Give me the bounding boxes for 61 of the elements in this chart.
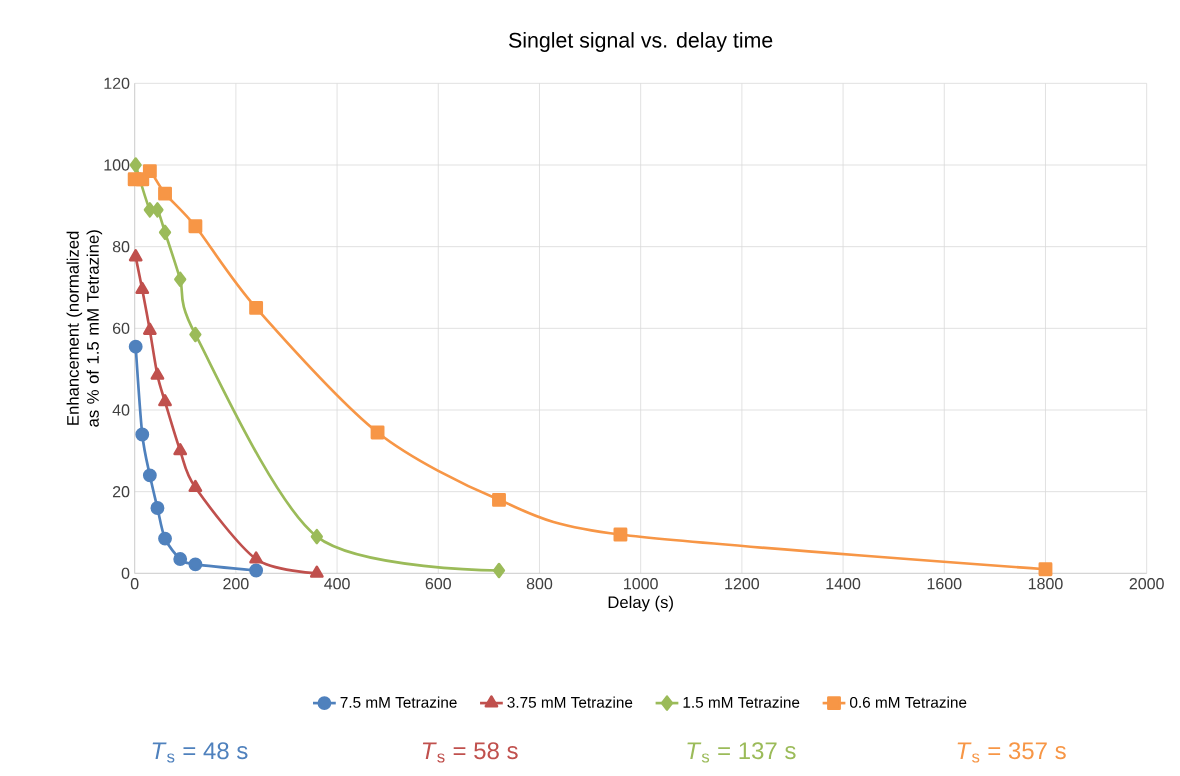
x-tick-label: 1800 <box>1028 578 1063 590</box>
text: T$_{s}$ = 357 s <box>957 742 1066 763</box>
x-tick-label: 1000 <box>624 578 658 590</box>
point <box>188 557 203 572</box>
point <box>158 394 172 407</box>
x-tick-label: 600 <box>425 578 451 590</box>
x-tick-label: 1600 <box>927 578 962 590</box>
point <box>309 565 324 578</box>
point <box>173 552 188 566</box>
x-tick-label: 800 <box>526 578 553 590</box>
point <box>158 186 172 201</box>
text: T$_{s}$ = 58 s <box>422 742 518 763</box>
point <box>150 501 165 515</box>
point <box>249 300 264 315</box>
legend-label: 1.5 mM Tetrazine <box>683 696 800 708</box>
point <box>158 531 172 546</box>
x-tick-label: 1200 <box>725 578 760 590</box>
point <box>150 367 165 380</box>
point <box>249 551 263 564</box>
x-tick-label: 1400 <box>826 578 861 590</box>
point <box>370 425 385 440</box>
point <box>158 224 172 241</box>
point <box>129 157 142 173</box>
legend-label: 0.6 mM Tetrazine <box>850 696 967 708</box>
point <box>151 202 164 218</box>
y-tick-label: 20 <box>112 486 130 498</box>
point <box>492 562 506 579</box>
y-tick-label: 0 <box>121 567 130 579</box>
point <box>142 468 157 483</box>
point <box>173 443 188 456</box>
point <box>142 164 157 179</box>
x-axis-title: Delay (s) <box>608 595 673 612</box>
point <box>189 326 202 343</box>
x-tick-label: 400 <box>324 578 350 590</box>
y-tick-label: 60 <box>112 322 130 334</box>
point <box>128 249 143 262</box>
text: T$_{s}$ = 137 s <box>687 742 796 763</box>
point <box>310 528 323 545</box>
point <box>188 219 203 234</box>
text: T$_{s}$ = 48 s <box>152 742 248 763</box>
point <box>174 271 187 288</box>
y-axis-title: Enhancement (normalized as % of 1.5 mM Tetrazine) <box>66 230 103 427</box>
y-tick-label: 100 <box>104 159 130 171</box>
y-tick-label: 80 <box>112 241 130 253</box>
legend-label: 3.75 mM Tetrazine <box>507 696 633 708</box>
point <box>142 322 157 335</box>
point <box>1038 562 1053 577</box>
point <box>135 427 150 442</box>
point <box>492 492 506 507</box>
point <box>188 479 203 493</box>
legend-label: 7.5 mM Tetrazine <box>340 696 457 708</box>
point <box>135 281 150 295</box>
point <box>128 339 143 354</box>
chart-title: Singlet signal vs. delay time <box>509 32 773 52</box>
x-tick-label: 200 <box>223 578 249 590</box>
x-tick-label: 2000 <box>1129 578 1164 590</box>
point <box>249 563 264 578</box>
point <box>613 527 628 542</box>
y-tick-label: 120 <box>104 77 130 89</box>
x-tick-label: 0 <box>130 578 139 590</box>
y-tick-label: 40 <box>112 404 130 416</box>
